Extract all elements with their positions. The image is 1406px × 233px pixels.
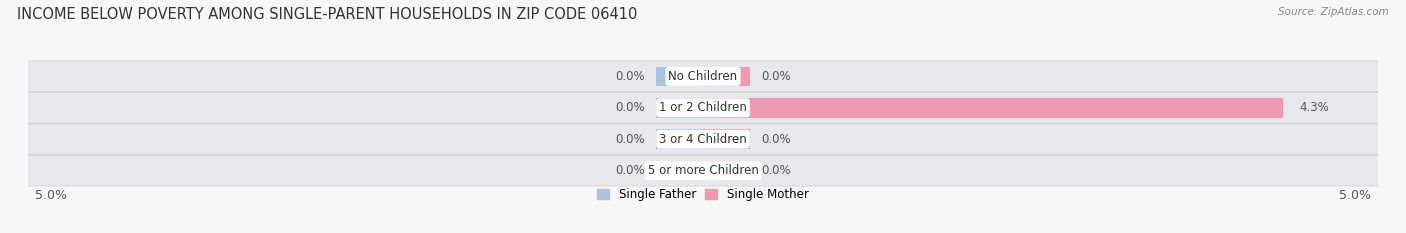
Text: 0.0%: 0.0%: [761, 133, 790, 146]
Text: 0.0%: 0.0%: [761, 70, 790, 83]
Text: 0.0%: 0.0%: [616, 164, 645, 177]
Text: 5.0%: 5.0%: [1339, 189, 1371, 202]
Text: 5.0%: 5.0%: [35, 189, 67, 202]
Text: INCOME BELOW POVERTY AMONG SINGLE-PARENT HOUSEHOLDS IN ZIP CODE 06410: INCOME BELOW POVERTY AMONG SINGLE-PARENT…: [17, 7, 637, 22]
FancyBboxPatch shape: [17, 124, 1389, 155]
FancyBboxPatch shape: [17, 155, 1389, 186]
Text: 0.0%: 0.0%: [616, 70, 645, 83]
Bar: [655, 161, 703, 180]
Bar: [703, 67, 751, 86]
Text: 0.0%: 0.0%: [616, 133, 645, 146]
Text: 5 or more Children: 5 or more Children: [648, 164, 758, 177]
Text: 4.3%: 4.3%: [1299, 101, 1329, 114]
Bar: [655, 130, 703, 149]
Bar: [655, 98, 703, 117]
FancyBboxPatch shape: [17, 92, 1389, 123]
Legend: Single Father, Single Mother: Single Father, Single Mother: [598, 188, 808, 201]
Bar: [703, 161, 751, 180]
Text: 0.0%: 0.0%: [616, 101, 645, 114]
FancyBboxPatch shape: [17, 61, 1389, 92]
Text: 1 or 2 Children: 1 or 2 Children: [659, 101, 747, 114]
Text: 0.0%: 0.0%: [761, 164, 790, 177]
Text: 3 or 4 Children: 3 or 4 Children: [659, 133, 747, 146]
Text: No Children: No Children: [668, 70, 738, 83]
Text: Source: ZipAtlas.com: Source: ZipAtlas.com: [1278, 7, 1389, 17]
Bar: [703, 98, 1284, 117]
Bar: [703, 130, 751, 149]
Bar: [655, 67, 703, 86]
